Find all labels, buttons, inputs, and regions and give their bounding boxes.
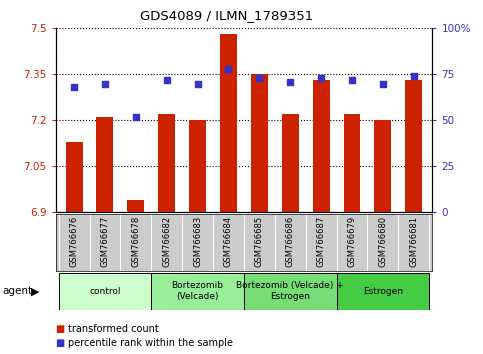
Bar [313, 80, 329, 212]
Bar [398, 214, 429, 271]
Bar [405, 80, 422, 212]
Bar [151, 273, 244, 310]
Point [379, 81, 387, 86]
Text: GSM766681: GSM766681 [409, 216, 418, 267]
Point [194, 81, 201, 86]
Text: GSM766685: GSM766685 [255, 216, 264, 267]
Bar [343, 114, 360, 212]
Text: Estrogen: Estrogen [363, 287, 403, 296]
Bar [182, 214, 213, 271]
Bar [66, 142, 83, 212]
Point [70, 84, 78, 90]
Text: Bortezomib
(Velcade): Bortezomib (Velcade) [171, 281, 224, 301]
Text: GSM766686: GSM766686 [286, 216, 295, 267]
Bar [189, 120, 206, 212]
Bar [97, 117, 114, 212]
Point [101, 81, 109, 86]
Text: ■: ■ [56, 338, 65, 348]
Bar [374, 120, 391, 212]
Bar [120, 214, 151, 271]
Text: GSM766677: GSM766677 [100, 216, 110, 267]
Bar [128, 200, 144, 212]
Text: GSM766687: GSM766687 [317, 216, 326, 267]
Point [256, 75, 263, 81]
Text: transformed count: transformed count [68, 324, 158, 334]
Text: GDS4089 / ILMN_1789351: GDS4089 / ILMN_1789351 [141, 9, 313, 22]
Text: ▶: ▶ [30, 286, 39, 296]
Bar [158, 114, 175, 212]
Bar [213, 214, 244, 271]
Bar [58, 214, 89, 271]
Bar [244, 273, 337, 310]
Point [132, 114, 140, 120]
Text: GSM766678: GSM766678 [131, 216, 141, 267]
Text: GSM766682: GSM766682 [162, 216, 171, 267]
Text: control: control [89, 287, 121, 296]
Point [348, 77, 356, 83]
Text: ■: ■ [56, 324, 65, 334]
Bar [220, 34, 237, 212]
Bar [244, 214, 275, 271]
Text: GSM766684: GSM766684 [224, 216, 233, 267]
Text: GSM766676: GSM766676 [70, 216, 79, 267]
Bar [58, 273, 151, 310]
Bar [306, 214, 337, 271]
Text: Bortezomib (Velcade) +
Estrogen: Bortezomib (Velcade) + Estrogen [236, 281, 344, 301]
Point [163, 77, 170, 83]
Bar [151, 214, 182, 271]
Text: agent: agent [2, 286, 32, 296]
Point [286, 79, 294, 85]
Point [225, 66, 232, 72]
Text: GSM766680: GSM766680 [378, 216, 387, 267]
Bar [337, 214, 368, 271]
Text: GSM766679: GSM766679 [347, 216, 356, 267]
Bar [282, 114, 298, 212]
Bar [337, 273, 429, 310]
Bar [89, 214, 120, 271]
Point [410, 73, 418, 79]
Text: percentile rank within the sample: percentile rank within the sample [68, 338, 233, 348]
Bar [275, 214, 306, 271]
Text: GSM766683: GSM766683 [193, 216, 202, 267]
Bar [251, 74, 268, 212]
Bar [368, 214, 398, 271]
Point [317, 75, 325, 81]
